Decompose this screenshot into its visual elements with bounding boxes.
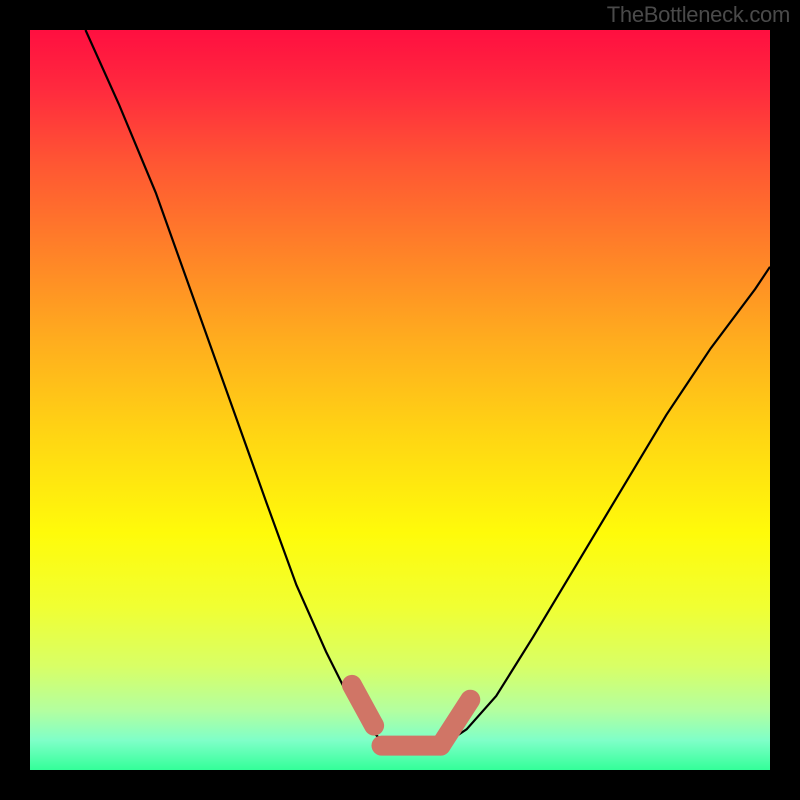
chart-container: TheBottleneck.com (0, 0, 800, 800)
gradient-background (30, 30, 770, 770)
watermark-text: TheBottleneck.com (607, 2, 790, 28)
bottleneck-curve-plot (0, 0, 800, 800)
